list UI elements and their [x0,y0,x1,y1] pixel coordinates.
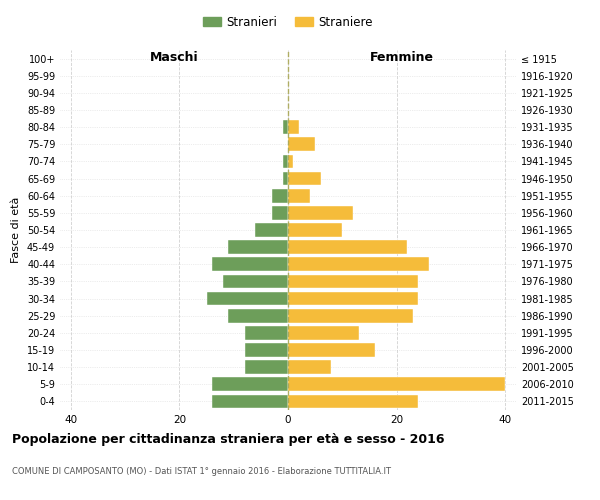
Bar [245,360,288,374]
Bar [223,274,288,288]
Bar [228,309,288,322]
Bar [288,258,429,271]
Bar [288,394,418,408]
Bar [288,206,353,220]
Bar [288,138,315,151]
Bar [212,394,288,408]
Bar [245,343,288,357]
Bar [206,292,288,306]
Bar [228,240,288,254]
Bar [272,189,288,202]
Bar [288,343,375,357]
Bar [288,172,320,185]
Text: Femmine: Femmine [370,51,434,64]
Bar [283,154,288,168]
Bar [288,360,331,374]
Bar [245,326,288,340]
Bar [288,309,413,322]
Bar [288,223,342,237]
Bar [283,120,288,134]
Bar [288,189,310,202]
Bar [288,274,418,288]
Bar [288,292,418,306]
Bar [288,378,505,391]
Bar [288,326,359,340]
Bar [256,223,288,237]
Bar [288,154,293,168]
Bar [212,258,288,271]
Y-axis label: Fasce di età: Fasce di età [11,197,21,263]
Bar [212,378,288,391]
Bar [272,206,288,220]
Text: COMUNE DI CAMPOSANTO (MO) - Dati ISTAT 1° gennaio 2016 - Elaborazione TUTTITALIA: COMUNE DI CAMPOSANTO (MO) - Dati ISTAT 1… [12,468,391,476]
Bar [288,120,299,134]
Legend: Stranieri, Straniere: Stranieri, Straniere [198,11,378,34]
Text: Maschi: Maschi [149,51,199,64]
Bar [288,240,407,254]
Text: Popolazione per cittadinanza straniera per età e sesso - 2016: Popolazione per cittadinanza straniera p… [12,432,445,446]
Bar [283,172,288,185]
